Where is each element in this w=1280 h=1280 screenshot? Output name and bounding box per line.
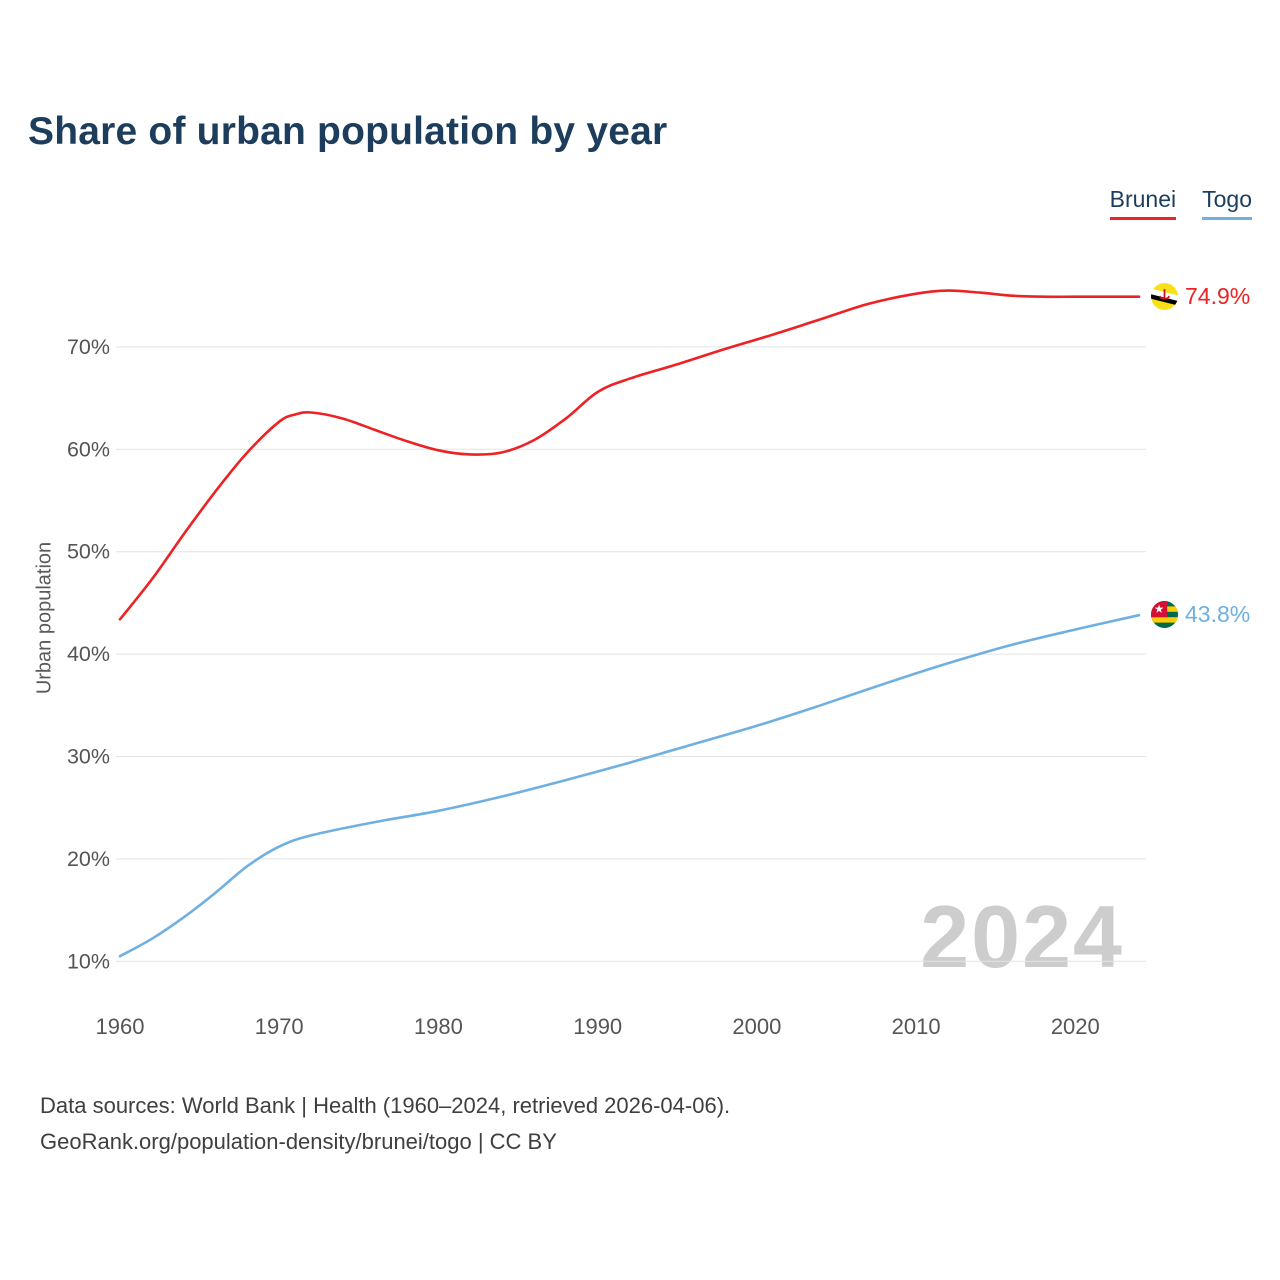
brunei-flag-icon [1151, 282, 1178, 310]
legend-item-brunei[interactable]: Brunei [1109, 186, 1177, 220]
y-tick-label: 10% [67, 949, 110, 973]
y-tick-label: 30% [67, 745, 110, 769]
watermark-year: 2024 [920, 887, 1124, 986]
togo-end-value: 43.8% [1185, 601, 1251, 628]
x-tick-label: 1960 [96, 1014, 145, 1039]
y-tick-label: 20% [67, 847, 110, 871]
legend-item-togo[interactable]: Togo [1202, 186, 1252, 220]
footer-attribution: GeoRank.org/population-density/brunei/to… [40, 1129, 557, 1155]
series-end-togo: 43.8% [1151, 601, 1251, 629]
legend-label-brunei: Brunei [1109, 186, 1177, 212]
y-tick-label: 50% [67, 540, 110, 564]
series-line-brunei [118, 289, 1141, 621]
x-tick-label: 1980 [414, 1014, 463, 1039]
x-tick-label: 1970 [255, 1014, 304, 1039]
series-line-togo [118, 613, 1141, 958]
legend: Brunei Togo [1109, 186, 1252, 220]
series-end-brunei: 74.9% [1151, 282, 1251, 310]
x-tick-label: 2010 [892, 1014, 941, 1039]
x-tick-label: 2000 [732, 1014, 781, 1039]
y-tick-label: 70% [67, 335, 110, 359]
y-tick-label: 60% [67, 437, 110, 461]
footer-data-sources: Data sources: World Bank | Health (1960–… [40, 1093, 731, 1118]
togo-flag-icon [1151, 601, 1178, 629]
footer: Data sources: World Bank | Health (1960–… [40, 1088, 730, 1161]
x-tick-label: 1990 [573, 1014, 622, 1039]
brunei-end-value: 74.9% [1185, 282, 1251, 309]
page-title: Share of urban population by year [28, 110, 668, 153]
x-tick-label: 2020 [1051, 1014, 1100, 1039]
legend-label-togo: Togo [1202, 186, 1252, 212]
y-tick-label: 40% [67, 642, 110, 666]
